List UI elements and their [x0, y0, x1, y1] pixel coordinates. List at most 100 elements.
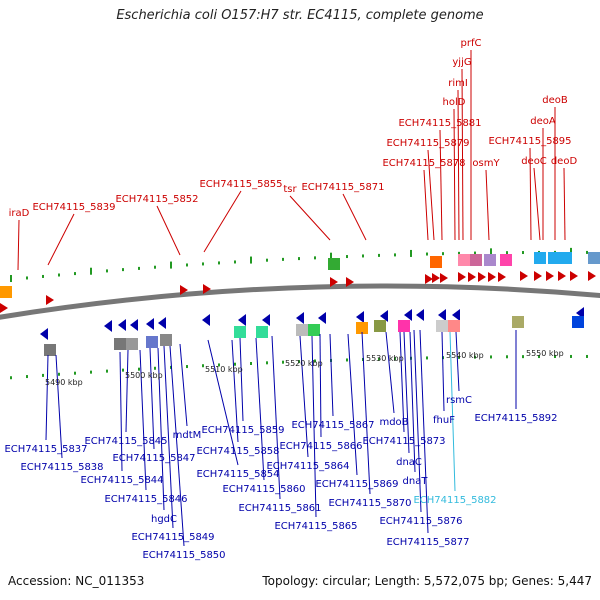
gene-label-top[interactable]: yjjG [452, 57, 471, 68]
gene-label-bottom[interactable]: ECH74115_5850 [142, 550, 225, 561]
leader-line [45, 354, 49, 441]
tick-mark [426, 252, 428, 256]
gene-label-bottom[interactable]: ECH74115_5849 [131, 532, 214, 543]
kbp-label: 5530 kbp [366, 354, 404, 363]
forward-gene-leaders [17, 50, 566, 271]
tick-mark [250, 256, 252, 264]
gene-label-top[interactable]: rimI [448, 78, 468, 89]
gene-label-bottom[interactable]: ECH74115_5870 [328, 498, 411, 509]
tick-mark [42, 274, 44, 278]
tick-mark [26, 276, 28, 280]
reverse-strand-features [40, 307, 584, 356]
forward-gene-arrow [458, 272, 466, 282]
tick-mark [154, 366, 156, 370]
forward-feature-box [328, 258, 340, 270]
gene-label-bottom[interactable]: ECH74115_5846 [104, 494, 187, 505]
reverse-gene-arrow [202, 314, 210, 326]
tick-mark [490, 355, 492, 359]
tick-mark [378, 357, 380, 361]
gene-label-top[interactable]: ECH74115_5871 [301, 182, 384, 193]
gene-label-top[interactable]: iraD [9, 208, 30, 219]
tick-mark [234, 362, 236, 366]
tick-mark [346, 358, 348, 362]
forward-feature-box [588, 252, 600, 264]
tick-mark [234, 260, 236, 264]
leader-line [157, 347, 165, 511]
gene-label-bottom[interactable]: ECH74115_5838 [20, 462, 103, 473]
gene-label-top[interactable]: deoB [542, 95, 568, 106]
gene-label-top[interactable]: ECH74115_5879 [386, 138, 469, 149]
gene-label-bottom[interactable]: ECH74115_5865 [274, 521, 357, 532]
forward-gene-arrow [425, 274, 433, 284]
genome-summary-text: Topology: circular; Length: 5,572,075 bp… [262, 574, 592, 588]
tick-mark [570, 247, 572, 255]
reverse-gene-arrow [416, 309, 424, 321]
tick-mark [282, 360, 284, 364]
tick-mark [426, 356, 428, 360]
gene-label-top[interactable]: deoA [530, 116, 556, 127]
gene-label-bottom[interactable]: ECH74115_5837 [4, 444, 87, 455]
gene-label-top[interactable]: deoD [551, 156, 578, 167]
tick-mark [474, 251, 476, 255]
reverse-feature-box [44, 344, 56, 356]
tick-mark [186, 263, 188, 267]
gene-label-bottom[interactable]: ECH74115_5861 [238, 503, 321, 514]
gene-label-bottom[interactable]: fhuF [433, 415, 455, 426]
tick-mark [458, 251, 460, 255]
gene-label-bottom[interactable]: ECH74115_5882 [413, 495, 496, 506]
gene-label-bottom[interactable]: ECH74115_5892 [474, 413, 557, 424]
tick-mark [314, 359, 316, 363]
tick-mark [42, 373, 44, 377]
gene-label-bottom[interactable]: dnaC [396, 457, 422, 468]
leader-line [347, 333, 358, 476]
gene-label-bottom[interactable]: ECH74115_5876 [379, 516, 462, 527]
gene-label-bottom[interactable]: ECH74115_5845 [84, 436, 167, 447]
gene-label-bottom[interactable]: dnaT [403, 476, 429, 487]
gene-label-bottom[interactable]: ECH74115_5860 [222, 484, 305, 495]
gene-label-top[interactable]: holD [443, 97, 466, 108]
gene-label-top[interactable]: ECH74115_5839 [32, 202, 115, 213]
gene-label-top[interactable]: ECH74115_5852 [115, 194, 198, 205]
gene-label-top[interactable]: ECH74115_5895 [488, 136, 571, 147]
gene-label-top[interactable]: ECH74115_5881 [398, 118, 481, 129]
tick-mark [170, 261, 172, 269]
gene-label-top[interactable]: deoC [521, 156, 547, 167]
genome-backbone [0, 283, 600, 320]
reverse-gene-arrow [158, 317, 166, 329]
gene-label-bottom[interactable]: ECH74115_5873 [362, 436, 445, 447]
gene-label-bottom[interactable]: mdoB [379, 417, 408, 428]
gene-label-top[interactable]: ECH74115_5855 [199, 179, 282, 190]
gene-label-bottom[interactable]: ECH74115_5877 [386, 537, 469, 548]
gene-label-bottom[interactable]: ECH74115_5847 [112, 453, 195, 464]
leader-line [385, 331, 395, 414]
gene-label-bottom[interactable]: ECH74115_5867 [291, 420, 374, 431]
tick-mark [58, 372, 60, 376]
leader-line [203, 190, 242, 253]
gene-label-bottom[interactable]: ECH74115_5859 [201, 425, 284, 436]
gene-label-bottom[interactable]: ECH74115_5864 [266, 461, 349, 472]
gene-label-bottom[interactable]: ECH74115_5866 [279, 441, 362, 452]
gene-label-bottom[interactable]: hgdC [151, 514, 177, 525]
forward-feature-box [560, 252, 572, 264]
leader-line [439, 129, 443, 241]
forward-feature-box [548, 252, 560, 264]
gene-label-bottom[interactable]: ECH74115_5858 [196, 446, 279, 457]
gene-label-top[interactable]: prfC [461, 38, 482, 49]
gene-label-top[interactable]: tsr [283, 184, 297, 195]
gene-label-bottom[interactable]: ECH74115_5854 [196, 469, 279, 480]
reverse-feature-box [398, 320, 410, 332]
kbp-label: 5540 kbp [446, 351, 484, 360]
forward-feature-box [430, 256, 442, 268]
gene-label-bottom[interactable]: ECH74115_5844 [80, 475, 163, 486]
reverse-feature-box [234, 326, 246, 338]
leader-line [119, 351, 123, 472]
gene-label-bottom[interactable]: ECH74115_5869 [315, 479, 398, 490]
leader-line [271, 335, 281, 500]
gene-label-bottom[interactable]: mdtM [173, 430, 202, 441]
gene-label-top[interactable]: ECH74115_5878 [382, 158, 465, 169]
gene-label-bottom[interactable]: rsmC [446, 395, 472, 406]
leader-line [427, 149, 435, 241]
tick-mark [458, 355, 460, 359]
gene-label-top[interactable]: osmY [472, 158, 500, 169]
